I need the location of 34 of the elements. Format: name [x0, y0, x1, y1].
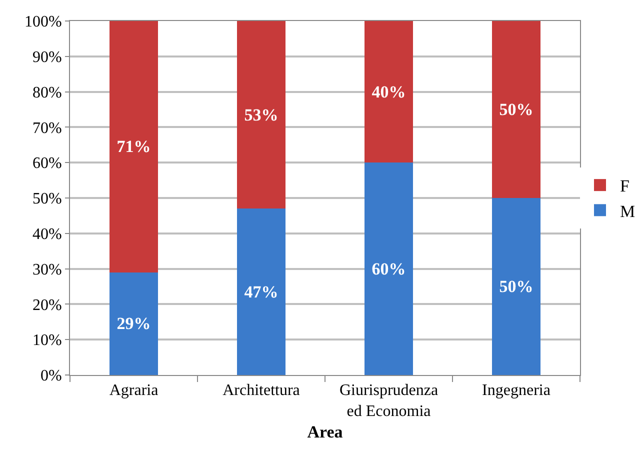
y-tick-label: 80% [32, 84, 62, 102]
y-tick-label: 100% [24, 14, 62, 31]
x-tick-label: Agraria [109, 382, 158, 400]
bar [364, 21, 413, 163]
bar [492, 198, 540, 375]
bar [492, 21, 540, 198]
x-tick-label: Architettura [222, 382, 300, 400]
data-label: 40% [372, 82, 406, 102]
bar [237, 21, 286, 209]
y-tick-label: 60% [32, 155, 62, 172]
bar [110, 272, 158, 375]
data-label: 50% [499, 277, 534, 296]
y-tick-label: 40% [32, 226, 62, 243]
x-tick-label: Giurisprudenza ed Economia [339, 382, 438, 420]
x-tick-label: Ingegneria [482, 382, 550, 400]
bar [364, 162, 413, 375]
data-label: 47% [244, 282, 278, 302]
data-label: 50% [499, 100, 534, 119]
data-label: 29% [116, 314, 151, 334]
legend-label: F [620, 176, 630, 196]
y-tick-label: 50% [32, 190, 62, 208]
y-tick-label: 30% [32, 261, 62, 278]
y-tick-label: 0% [40, 368, 62, 385]
data-label: 71% [116, 137, 151, 156]
bar [110, 21, 158, 272]
data-label: 53% [244, 105, 278, 124]
y-tick-label: 90% [32, 49, 62, 66]
y-tick-label: 10% [32, 332, 62, 350]
y-tick-label: 20% [32, 296, 62, 314]
y-tick-label: 70% [32, 120, 62, 137]
bar [237, 208, 286, 375]
x-axis-title: Area [307, 422, 344, 442]
legend-label: M [620, 202, 636, 221]
data-label: 60% [372, 259, 406, 278]
